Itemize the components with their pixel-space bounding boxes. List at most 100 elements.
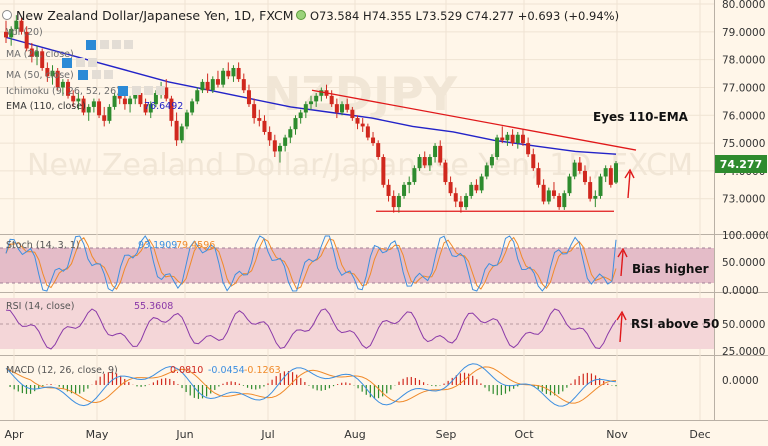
- candle: [71, 90, 76, 107]
- candle: [464, 193, 469, 210]
- candle: [190, 98, 195, 116]
- legend-ema[interactable]: EMA (110, close): [6, 101, 86, 112]
- stoch-tick-label: 50.0000: [722, 257, 765, 269]
- candle: [489, 154, 494, 169]
- rsi-line: [5, 308, 617, 350]
- price-tick-label: 77.0000: [722, 82, 765, 94]
- candle: [572, 159, 577, 180]
- legend-ma50[interactable]: MA (50, close): [6, 70, 74, 81]
- legend-vol[interactable]: Vol (20): [6, 27, 43, 38]
- candle: [4, 20, 8, 43]
- candle: [479, 173, 484, 194]
- candle: [422, 151, 427, 169]
- time-tick-label: Jun: [175, 428, 193, 441]
- candle: [402, 182, 407, 199]
- candle: [510, 129, 515, 146]
- macd-axis[interactable]: 0.0000: [722, 375, 759, 387]
- candle: [386, 179, 391, 202]
- candle: [45, 62, 50, 82]
- legend-ma-buttons[interactable]: [62, 58, 113, 80]
- candle: [236, 62, 241, 82]
- candle: [221, 67, 226, 88]
- candle: [200, 79, 205, 94]
- price-tick-label: 80.0000: [722, 0, 765, 11]
- price-tick-label: 75.0000: [722, 138, 765, 150]
- candle: [257, 109, 262, 127]
- candle: [86, 104, 91, 121]
- rsi-label[interactable]: RSI (14, close): [6, 301, 74, 312]
- macd-pane[interactable]: [0, 356, 714, 420]
- candle: [515, 131, 520, 149]
- candle: [329, 90, 334, 107]
- candle: [293, 115, 298, 135]
- stoch-k-line: [5, 235, 617, 292]
- candle: [241, 73, 246, 94]
- stoch-d-value: 79.4596: [176, 240, 215, 251]
- stoch-axis[interactable]: 100.0000 50.0000 0.0000: [722, 230, 768, 297]
- rsi-line: [5, 308, 617, 350]
- price-axis-bg[interactable]: [714, 0, 768, 420]
- candle: [598, 173, 603, 199]
- time-axis-bg[interactable]: [0, 421, 768, 446]
- candle: [272, 134, 277, 158]
- legend-vol-buttons[interactable]: [86, 40, 133, 50]
- price-axis[interactable]: 80.0000 79.0000 78.0000 77.0000 76.0000 75.00…: [722, 0, 765, 206]
- watermark-title: New Zealand Dollar/Japanese Yen, 1D, FXC…: [27, 148, 693, 183]
- candle: [469, 182, 474, 199]
- candle: [520, 129, 525, 146]
- candle: [231, 65, 236, 82]
- rsi-value: 55.3608: [134, 301, 173, 312]
- candle: [66, 79, 71, 99]
- annotation-rsi: RSI above 50: [631, 317, 719, 331]
- candle: [340, 101, 345, 116]
- candle: [536, 162, 541, 188]
- macd-line-value: -0.0454: [208, 365, 245, 376]
- stoch-label[interactable]: Stoch (14, 3, 1): [6, 240, 80, 251]
- macd-lines: [5, 363, 617, 407]
- rsi-arrow-up-icon: [616, 310, 627, 343]
- macd-label[interactable]: MACD (12, 26, close, 9): [6, 365, 118, 376]
- candle: [495, 134, 500, 160]
- time-tick-label: Nov: [606, 428, 628, 441]
- candle: [608, 165, 613, 188]
- rsi-axis[interactable]: 50.0000 25.0000: [722, 319, 765, 358]
- candle: [91, 98, 96, 113]
- candle: [551, 182, 556, 199]
- macd-signal-line: [5, 366, 617, 404]
- annotation-eyes-ema: Eyes 110-EMA: [593, 110, 689, 124]
- candle: [184, 109, 189, 130]
- stoch-lines: [5, 235, 617, 292]
- candle: [334, 98, 339, 119]
- svg-text:74.277: 74.277: [720, 158, 762, 171]
- candle: [355, 115, 360, 130]
- macd-tick-label: 0.0000: [722, 375, 759, 387]
- candle: [107, 104, 112, 124]
- candle: [567, 173, 572, 196]
- candle: [546, 187, 551, 205]
- candle: [417, 154, 422, 171]
- candle: [215, 70, 220, 88]
- ohlc-readout: O73.584 H74.355 L73.529 C74.277 +0.693 (…: [310, 9, 619, 23]
- candle: [164, 79, 169, 102]
- collapse-icon[interactable]: [2, 10, 12, 20]
- legend-ichimoku-buttons[interactable]: [118, 86, 165, 96]
- candle: [531, 148, 536, 171]
- candle: [557, 193, 562, 210]
- candle: [438, 140, 443, 166]
- candle: [381, 154, 386, 188]
- resistance-trendline: [311, 89, 637, 151]
- candle: [24, 26, 29, 52]
- candle: [603, 165, 608, 183]
- candle: [376, 140, 381, 160]
- candle: [9, 26, 14, 46]
- candle: [526, 137, 531, 158]
- time-axis[interactable]: Apr May Jun Jul Aug Sep Oct Nov Dec: [4, 428, 710, 441]
- stoch-d-line: [5, 236, 617, 290]
- legend-ma20[interactable]: MA (20, close): [6, 49, 74, 60]
- annotation-arrow-up-icon: [624, 168, 635, 199]
- candle: [303, 101, 308, 119]
- legend-ichimoku[interactable]: Ichimoku (9, 26, 52, 26): [6, 86, 120, 97]
- time-tick-label: Apr: [4, 428, 24, 441]
